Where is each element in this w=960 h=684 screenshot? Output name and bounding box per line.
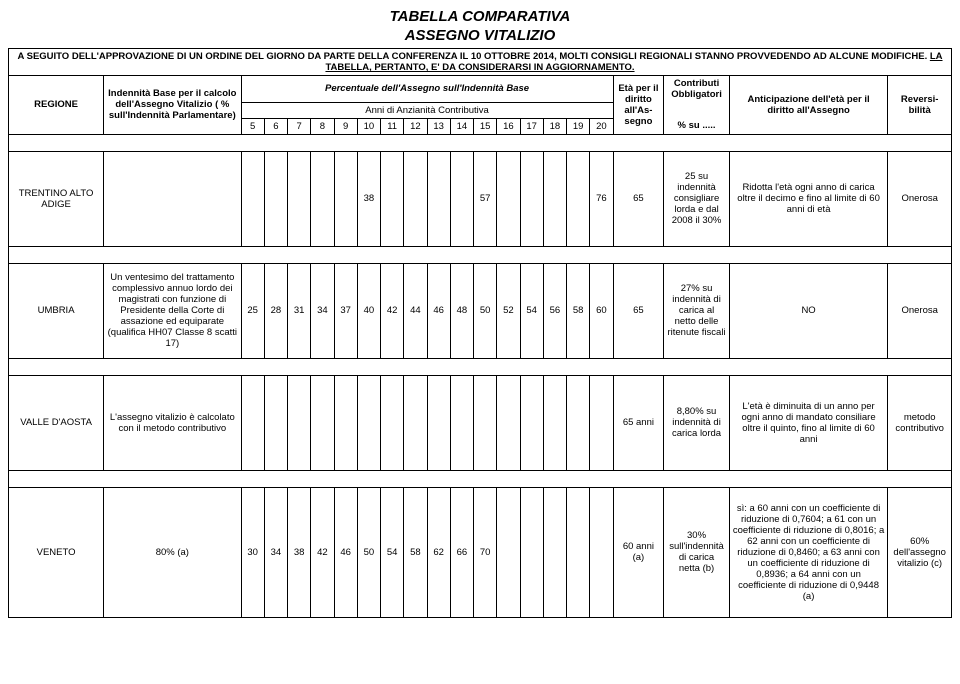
cell-contributi: 30% sull'indennità di carica netta (b) bbox=[664, 487, 730, 617]
cell-contributi: 8,80% su indennità di carica lorda bbox=[664, 375, 730, 470]
header-num-9: 9 bbox=[334, 118, 357, 134]
cell-base bbox=[104, 151, 241, 246]
header-num-8: 8 bbox=[311, 118, 334, 134]
table-row: VENETO 80% (a) 30 34 38 42 46 50 54 58 6… bbox=[9, 487, 952, 617]
header-num-19: 19 bbox=[567, 118, 590, 134]
cell-revers: metodo contributivo bbox=[888, 375, 952, 470]
header-num-17: 17 bbox=[520, 118, 543, 134]
header-reversibilita: Reversi-bilità bbox=[888, 76, 952, 135]
cell-contributi: 27% su indennità di carica al netto dell… bbox=[664, 263, 730, 358]
cell-base: L'assegno vitalizio è calcolato con il m… bbox=[104, 375, 241, 470]
cell-eta: 65 bbox=[613, 151, 664, 246]
table-row: TRENTINO ALTO ADIGE 38 57 76 65 25 su in… bbox=[9, 151, 952, 246]
header-regione: REGIONE bbox=[9, 76, 104, 135]
cell-anticip: L'età è diminuita di un anno per ogni an… bbox=[729, 375, 888, 470]
header-num-11: 11 bbox=[381, 118, 404, 134]
cell-regione: UMBRIA bbox=[9, 263, 104, 358]
intro-text: A SEGUITO DELL'APPROVAZIONE DI UN ORDINE… bbox=[9, 49, 952, 76]
header-num-15: 15 bbox=[474, 118, 497, 134]
cell-anticip: sì: a 60 anni con un coefficiente di rid… bbox=[729, 487, 888, 617]
cell-anticip: Ridotta l'età ogni anno di carica oltre … bbox=[729, 151, 888, 246]
cell-eta: 65 bbox=[613, 263, 664, 358]
header-num-12: 12 bbox=[404, 118, 427, 134]
cell-regione: VENETO bbox=[9, 487, 104, 617]
header-num-7: 7 bbox=[288, 118, 311, 134]
cell-contributi: 25 su indennità consigliare lorda e dal … bbox=[664, 151, 730, 246]
page-title: TABELLA COMPARATIVA bbox=[8, 8, 952, 25]
header-eta: Età per il diritto all'As-segno bbox=[613, 76, 664, 135]
page-subtitle: ASSEGNO VITALIZIO bbox=[8, 27, 952, 44]
header-num-13: 13 bbox=[427, 118, 450, 134]
table-row: UMBRIA Un ventesimo del trattamento comp… bbox=[9, 263, 952, 358]
comparative-table: A SEGUITO DELL'APPROVAZIONE DI UN ORDINE… bbox=[8, 48, 952, 618]
header-num-18: 18 bbox=[543, 118, 566, 134]
header-percent-su: % su ..... bbox=[664, 118, 730, 134]
header-num-10: 10 bbox=[357, 118, 380, 134]
header-percentuale: Percentuale dell'Assegno sull'Indennità … bbox=[241, 76, 613, 103]
header-num-20: 20 bbox=[590, 118, 613, 134]
table-row: VALLE D'AOSTA L'assegno vitalizio è calc… bbox=[9, 375, 952, 470]
header-contributi: Contributi Obbligatori bbox=[664, 76, 730, 103]
cell-revers: Onerosa bbox=[888, 151, 952, 246]
cell-revers: 60% dell'assegno vitalizio (c) bbox=[888, 487, 952, 617]
cell-anticip: NO bbox=[729, 263, 888, 358]
cell-base: 80% (a) bbox=[104, 487, 241, 617]
header-num-16: 16 bbox=[497, 118, 520, 134]
cell-revers: Onerosa bbox=[888, 263, 952, 358]
cell-eta: 60 anni (a) bbox=[613, 487, 664, 617]
cell-eta: 65 anni bbox=[613, 375, 664, 470]
cell-base: Un ventesimo del trattamento complessivo… bbox=[104, 263, 241, 358]
cell-regione: VALLE D'AOSTA bbox=[9, 375, 104, 470]
cell-regione: TRENTINO ALTO ADIGE bbox=[9, 151, 104, 246]
header-num-5: 5 bbox=[241, 118, 264, 134]
header-anticipazione: Anticipazione dell'età per il diritto al… bbox=[729, 76, 888, 135]
header-num-14: 14 bbox=[450, 118, 473, 134]
header-anni: Anni di Anzianità Contributiva bbox=[241, 102, 613, 118]
header-num-6: 6 bbox=[264, 118, 287, 134]
header-indennita-base: Indennità Base per il calcolo dell'Asseg… bbox=[104, 76, 241, 135]
